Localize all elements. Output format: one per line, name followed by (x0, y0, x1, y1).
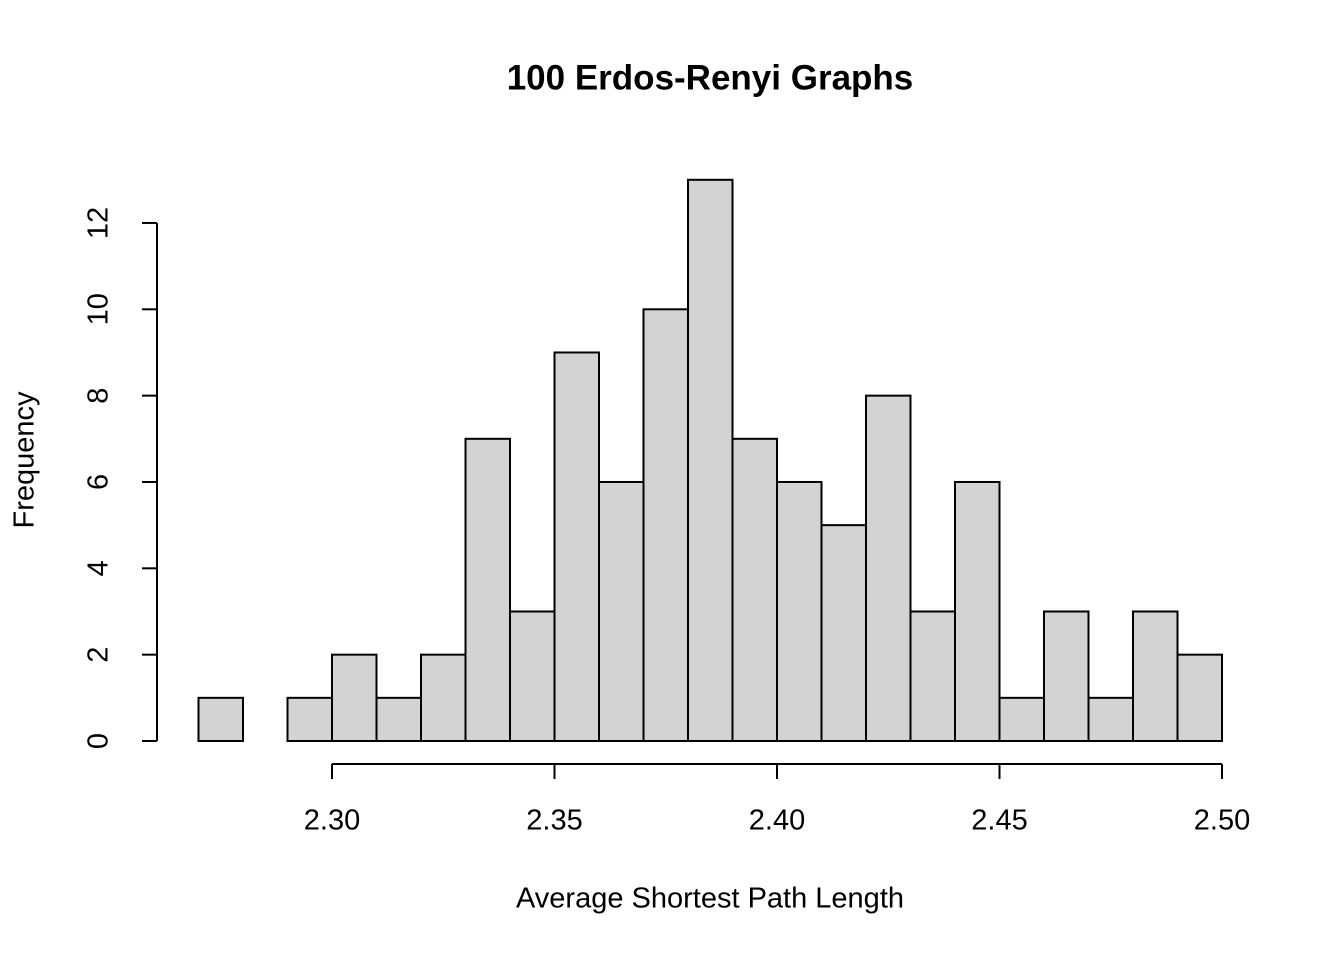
chart-title: 100 Erdos-Renyi Graphs (507, 58, 914, 97)
x-tick-label: 2.35 (526, 805, 582, 837)
x-axis-label: Average Shortest Path Length (516, 883, 904, 915)
y-tick-label: 6 (83, 474, 115, 490)
y-tick-label: 8 (83, 388, 115, 404)
x-tick-label: 2.45 (971, 805, 1027, 837)
bar (776, 480, 823, 742)
bar (1132, 610, 1179, 742)
bar (1087, 696, 1134, 742)
bar (820, 524, 867, 743)
y-tick-label: 4 (83, 560, 115, 576)
y-axis-label: Frequency (9, 391, 41, 529)
bar (731, 437, 778, 742)
y-tick-label: 2 (83, 647, 115, 663)
bar (286, 696, 333, 742)
bar (909, 610, 956, 742)
bar (375, 696, 422, 742)
bar (331, 653, 378, 743)
y-tick-label: 12 (83, 207, 115, 239)
bar (642, 308, 689, 742)
y-tick-label: 0 (83, 733, 115, 749)
bar (998, 696, 1045, 742)
bar (1176, 653, 1223, 743)
bar (865, 394, 912, 742)
bar (420, 653, 467, 743)
bar (598, 480, 645, 742)
bar (197, 696, 244, 742)
bar (687, 178, 734, 743)
bar (509, 610, 556, 742)
bar (954, 480, 1001, 742)
bar (553, 351, 600, 742)
x-tick-label: 2.50 (1194, 805, 1250, 837)
x-tick-label: 2.40 (749, 805, 805, 837)
y-tick-label: 10 (83, 293, 115, 325)
x-tick-label: 2.30 (304, 805, 360, 837)
bar (464, 437, 511, 742)
bar (1043, 610, 1090, 742)
